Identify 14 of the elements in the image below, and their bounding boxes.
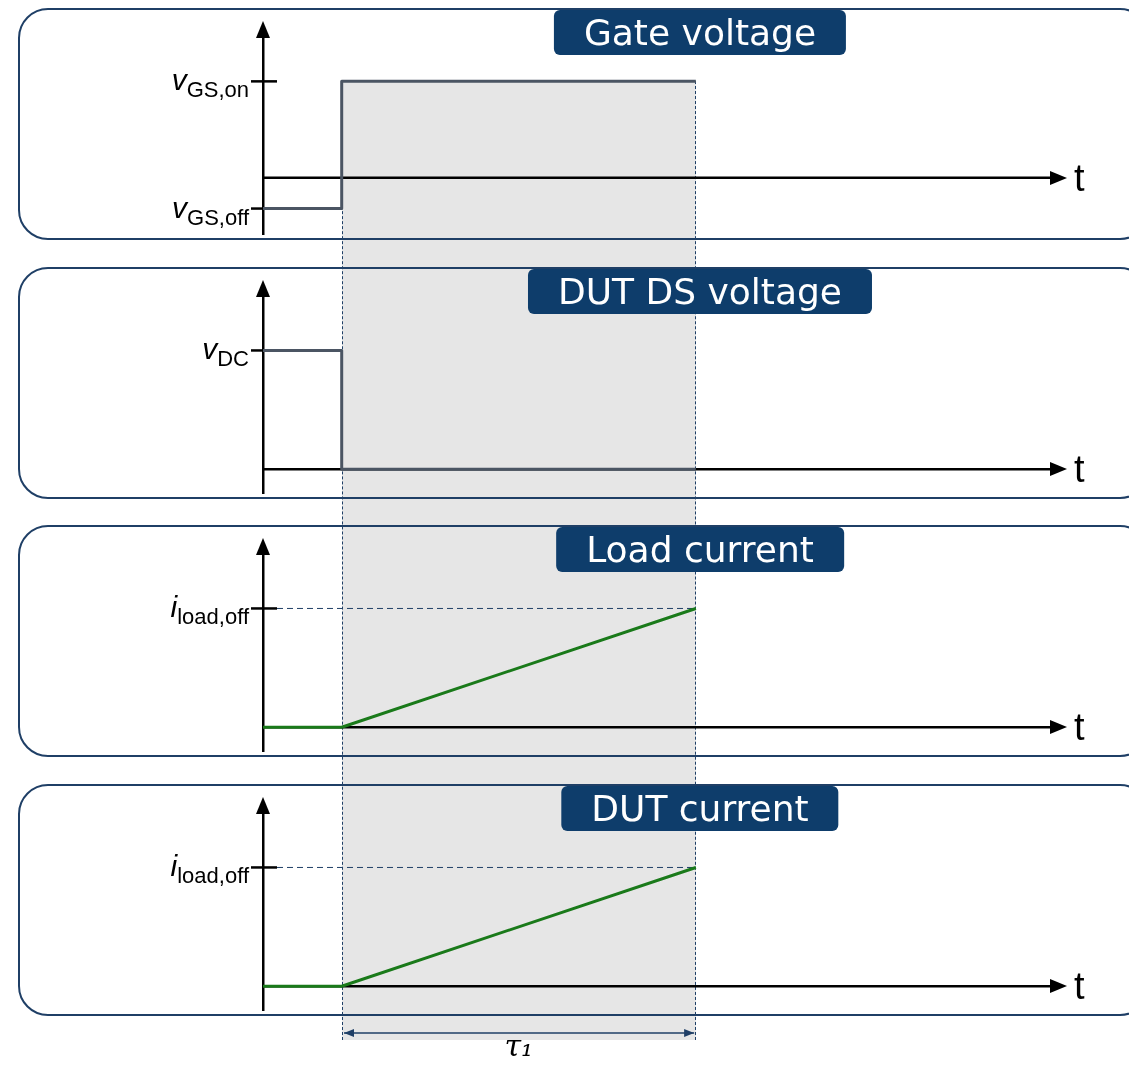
text: v$_{GS,off}$ — [172, 190, 249, 231]
x-axis-title: t — [1074, 156, 1085, 200]
text: i$_{load,off}$ — [170, 590, 249, 631]
x-axis-title: t — [1074, 447, 1085, 491]
chart-title: Gate voltage — [553, 10, 847, 55]
text: τ₁ — [504, 1028, 534, 1063]
text: i$_{load,off}$ — [170, 848, 249, 889]
text: v$_{GS,on}$ — [171, 63, 249, 104]
x-axis-title: t — [1074, 705, 1085, 749]
chart-title: Load current — [556, 527, 844, 572]
x-axis-title: t — [1074, 964, 1085, 1008]
chart-title: DUT DS voltage — [527, 268, 873, 314]
chart-title: DUT current — [561, 785, 839, 831]
text: v$_{DC}$ — [202, 331, 249, 372]
